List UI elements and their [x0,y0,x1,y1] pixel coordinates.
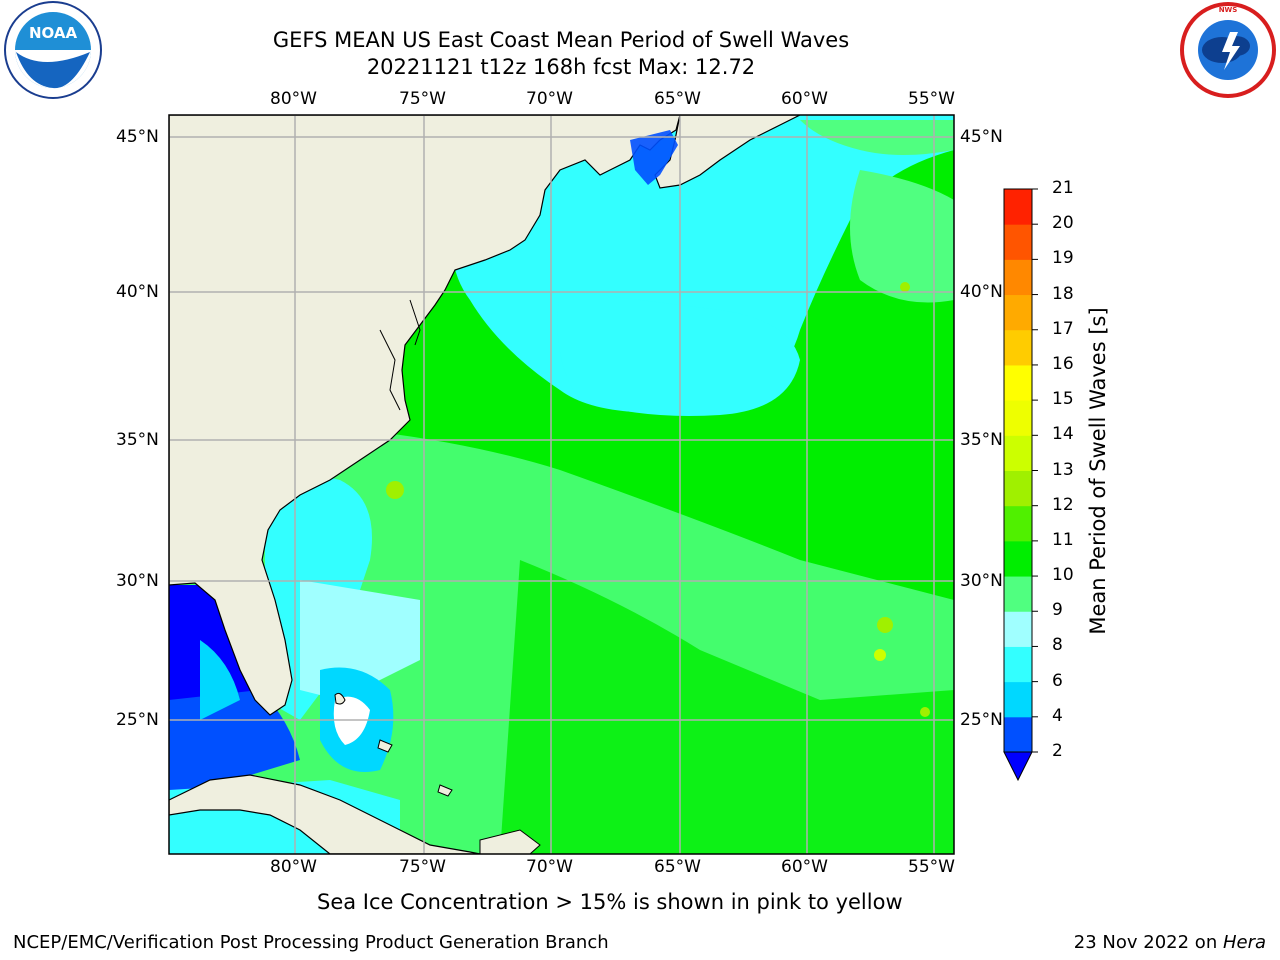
lon-label-bottom: 80°W [270,857,317,877]
lon-label-bottom: 65°W [654,857,701,877]
colorbar-segment [1004,400,1032,436]
noaa-logo-text: NOAA [29,24,78,42]
colorbar-segment [1004,576,1032,612]
colorbar-tick-label: 2 [1052,741,1063,761]
chart-subtitle: 20221121 t12z 168h fcst Max: 12.72 [366,55,756,79]
colorbar-tick-label: 4 [1052,705,1063,726]
noaa-logo: NOAA [2,0,104,100]
colorbar-segment [1004,224,1032,260]
colorbar-segment [1004,435,1032,471]
lon-label-bottom: 70°W [526,857,573,877]
colorbar-segment [1004,505,1032,542]
lon-label-top: 65°W [654,89,701,109]
lat-label-right: 25°N [960,710,1003,730]
colorbar-segment [1004,329,1032,366]
map-frame [168,114,955,855]
nws-logo: NWS [1178,0,1278,100]
colorbar-tick-label: 17 [1052,318,1074,339]
colorbar-tick-label: 9 [1052,600,1063,621]
colorbar-tick-label: 12 [1052,494,1074,515]
colorbar-segment [1004,189,1032,225]
colorbar-tick-label: 6 [1052,670,1063,691]
colorbar-tick-label: 8 [1052,635,1063,656]
footer-credit: NCEP/EMC/Verification Post Processing Pr… [13,932,609,953]
colorbar-tick-label: 11 [1052,529,1074,550]
land-north-america [169,115,681,716]
colorbar-tick-label: 15 [1052,389,1074,410]
colorbar [1003,188,1038,782]
sea-ice-note: Sea Ice Concentration > 15% is shown in … [317,890,903,914]
colorbar-tick-label: 19 [1052,248,1074,269]
colorbar-tick-label: 13 [1052,459,1074,480]
lat-label-left: 35°N [116,430,159,450]
colorbar-segment [1004,364,1032,401]
colorbar-tick-label: 16 [1052,353,1074,374]
colorbar-segment [1004,646,1032,683]
footer-machine: Hera [1222,932,1266,953]
lon-label-top: 75°W [399,89,446,109]
colorbar-segment [1004,540,1032,577]
chart-title: GEFS MEAN US East Coast Mean Period of S… [272,28,850,52]
colorbar-under-arrow [1003,751,1033,782]
lat-label-left: 25°N [116,710,159,730]
land-cuba [169,774,481,854]
colorbar-segment [1004,716,1032,753]
colorbar-segment [1004,611,1032,647]
colorbar-segment [1004,294,1032,331]
lat-label-left: 30°N [116,571,159,591]
footer-date-text: 23 Nov 2022 on [1073,932,1223,953]
colorbar-segment [1004,681,1032,718]
colorbar-tick-label: 18 [1052,283,1074,304]
lat-label-right: 40°N [960,282,1003,302]
colorbar-label: Mean Period of Swell Waves [s] [1086,307,1110,635]
lat-label-left: 40°N [116,282,159,302]
colorbar-segment [1004,259,1032,296]
colorbar-tick-label: 21 [1052,178,1074,198]
lon-label-top: 55°W [908,89,955,109]
lon-label-top: 70°W [526,89,573,109]
lon-label-top: 60°W [781,89,828,109]
lon-label-bottom: 75°W [399,857,446,877]
colorbar-tick-label: 20 [1052,213,1074,234]
lon-label-bottom: 60°W [781,857,828,877]
footer-date: 23 Nov 2022 on Hera [1074,932,1266,953]
lat-label-right: 45°N [960,127,1003,147]
colorbar-tick-label: 10 [1052,565,1074,586]
lat-label-right: 30°N [960,571,1003,591]
colorbar-tick-label: 14 [1052,424,1074,445]
lat-label-right: 35°N [960,430,1003,450]
lon-label-bottom: 55°W [908,857,955,877]
lon-label-top: 80°W [270,89,317,109]
map-gridlines [169,115,954,854]
lat-label-left: 45°N [116,127,159,147]
svg-text:NWS: NWS [1219,6,1238,14]
colorbar-segment [1004,470,1032,507]
